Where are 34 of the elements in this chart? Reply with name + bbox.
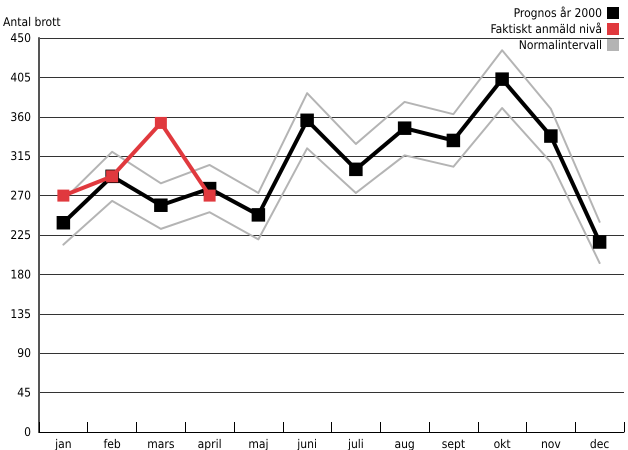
x-tick-label: feb <box>103 437 121 450</box>
y-tick-label: 405 <box>10 70 31 84</box>
point <box>154 198 168 212</box>
x-tick-label: okt <box>494 437 511 450</box>
legend-label: Faktiskt anmäld nivå <box>490 22 602 36</box>
x-tick-label: nov <box>540 437 562 450</box>
y-axis-title: Antal brott <box>3 15 61 29</box>
point <box>349 162 363 176</box>
point <box>154 116 167 129</box>
y-tick-label: 90 <box>17 346 32 360</box>
point <box>252 208 266 222</box>
x-tick-label: mars <box>147 437 175 450</box>
point <box>495 72 509 86</box>
point <box>544 129 558 143</box>
y-tick-label: 0 <box>24 425 32 439</box>
legend-label: Prognos år 2000 <box>514 6 602 20</box>
y-tick-label: 450 <box>10 31 32 45</box>
point <box>56 216 70 230</box>
y-tick-label: 135 <box>10 306 31 321</box>
y-tick-label: 180 <box>10 267 32 282</box>
point <box>592 235 606 249</box>
y-tick-label: 225 <box>10 228 31 242</box>
y-tick-label: 315 <box>10 149 31 164</box>
point <box>204 190 216 202</box>
point <box>300 114 314 128</box>
point <box>446 134 460 148</box>
legend-label: Normalintervall <box>518 38 602 52</box>
y-tick-label: 270 <box>10 188 32 203</box>
x-tick-label: dec <box>590 437 610 450</box>
point <box>398 121 412 135</box>
point <box>57 190 70 202</box>
y-tick-label: 360 <box>10 110 32 124</box>
y-tick-label: 45 <box>17 386 31 400</box>
line-series <box>62 107 601 264</box>
